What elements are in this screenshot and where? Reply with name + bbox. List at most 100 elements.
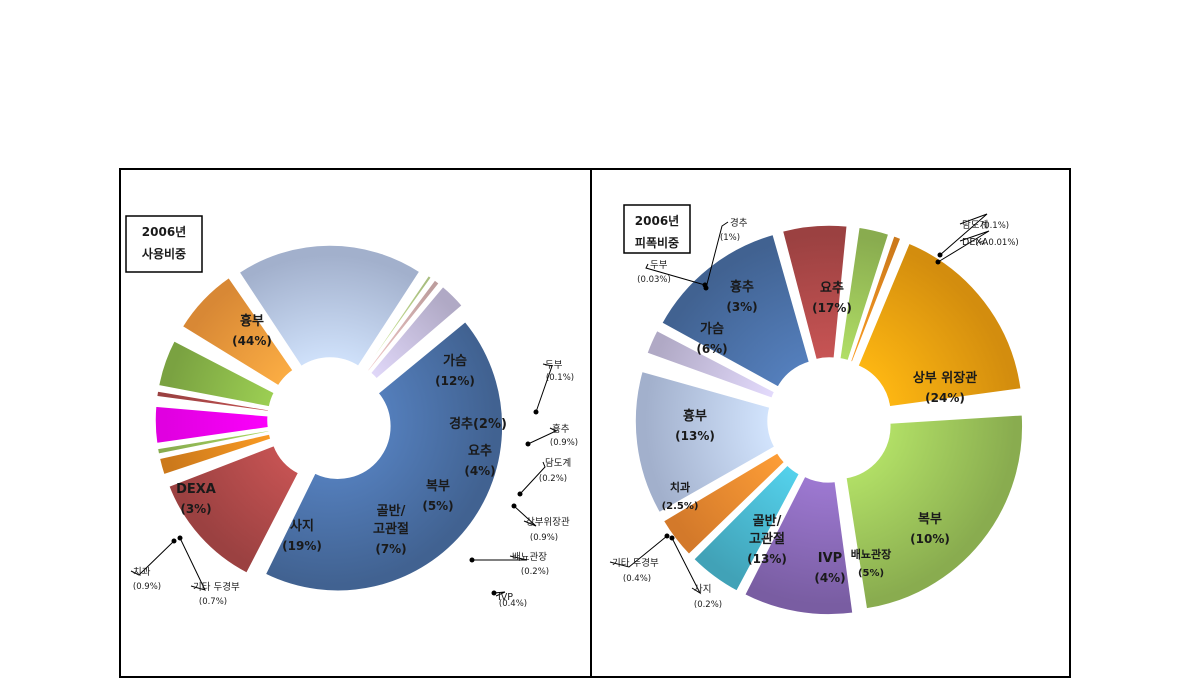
pie-slice	[844, 413, 1024, 610]
slice-label: 가슴 (6%)	[696, 322, 727, 356]
slice-percent: (13%)	[675, 429, 715, 443]
chart-title-line: 사용비중	[142, 246, 186, 261]
pie-slice	[660, 233, 811, 389]
slice-name: 요추	[468, 443, 492, 459]
slice-label: 사지 (0.2%)	[669, 535, 722, 610]
slice-name: 두부	[545, 360, 563, 371]
leader-dot	[171, 538, 177, 544]
slice-name: 상부 위장관	[913, 370, 977, 386]
slice-name: 경추	[730, 217, 748, 229]
slice-percent: (< 0.01%)	[975, 238, 1018, 248]
slice-percent: (0.2%)	[694, 600, 722, 610]
slice-name: 두부	[650, 260, 668, 271]
pie-slice	[157, 339, 276, 408]
slice-percent: (4%)	[464, 464, 495, 478]
leader-line	[705, 221, 729, 289]
slice-percent: (3%)	[180, 502, 211, 516]
pie-slice	[155, 390, 270, 413]
pie-slice	[781, 224, 849, 361]
leader-dot	[491, 590, 497, 596]
slice-name: 배뇨관장	[851, 547, 891, 561]
slice-percent: (2.5%)	[662, 501, 699, 512]
slice-percent: (24%)	[925, 391, 965, 405]
chart-title-line: 2006년	[635, 214, 679, 228]
leader-dot	[511, 503, 517, 509]
leader-dot	[937, 252, 943, 258]
slice-label: 기타 두경부 (0.4%)	[609, 533, 670, 584]
slice-percent: (0.1%)	[546, 373, 574, 383]
slice-label: 경추(2%)	[449, 416, 507, 432]
slice-percent: (0.2%)	[521, 567, 549, 577]
leader-dot	[664, 533, 670, 539]
pie-slice	[643, 356, 773, 402]
pie-slice	[692, 463, 801, 593]
slice-name: 복부	[426, 479, 450, 494]
slice-name: 골반/	[377, 503, 406, 519]
slice-label: 골반/고관절 (7%)	[373, 503, 409, 556]
slice-label: IVP (4%)	[814, 551, 845, 585]
leader-line	[527, 427, 558, 445]
slice-name: 담도계	[962, 219, 988, 231]
leader-line	[939, 213, 988, 256]
slice-percent: (0.9%)	[550, 438, 578, 448]
slice-percent: (6%)	[696, 342, 727, 356]
leader-line	[513, 505, 537, 527]
pie-slice	[177, 330, 278, 390]
slice-label: 골반/고관절 (13%)	[747, 513, 787, 566]
pie-slice	[156, 429, 271, 456]
slice-percent: (19%)	[282, 539, 322, 553]
slice-percent: (4%)	[814, 571, 845, 585]
slice-name: 경추(2%)	[449, 416, 507, 432]
slice-name: 흉부	[240, 313, 264, 329]
slice-name: 기타 두경부	[612, 557, 659, 569]
slice-name: 기타 두경부	[193, 581, 240, 593]
leader-line	[609, 535, 668, 568]
chart-title-line: 2006년	[142, 225, 186, 239]
slice-label: 상부위장관 (0.9%)	[511, 503, 570, 543]
slice-name: 치과	[133, 566, 151, 578]
slice-percent: (0.1%)	[981, 221, 1009, 231]
leader-dot	[935, 259, 941, 265]
pie-slice	[237, 244, 421, 368]
leader-line	[671, 537, 702, 595]
pie-slice	[369, 285, 464, 381]
slice-label: 치과 (0.9%)	[130, 538, 177, 592]
slice-label: 복부 (5%)	[422, 479, 453, 513]
slice-name: IVP	[818, 551, 842, 566]
slice-label: 배뇨관장 (5%)	[851, 547, 891, 579]
pie-slice	[264, 320, 504, 592]
slice-percent: (12%)	[435, 374, 475, 388]
slice-label: 가슴 (12%)	[435, 354, 475, 388]
slice-label: 두부 (0.1%)	[533, 360, 574, 415]
leader-line	[493, 591, 506, 597]
leader-dot	[517, 491, 523, 497]
slice-name: 배뇨관장	[512, 552, 547, 563]
slice-label: IVP(0.4%)	[491, 590, 527, 609]
pie-slice	[363, 274, 433, 371]
leader-dot	[177, 535, 183, 541]
slice-name: 요추	[820, 280, 844, 296]
slice-label: 담도계 (0.2%)	[517, 457, 571, 497]
slice-label: 요추 (4%)	[464, 443, 495, 478]
slice-label: 흉추 (3%)	[726, 279, 757, 314]
pie-slice	[154, 405, 270, 445]
slice-percent: (17%)	[812, 301, 852, 315]
pie-slice	[849, 234, 902, 364]
leader-dot	[469, 557, 475, 563]
slice-label: 치과 (2.5%)	[662, 480, 699, 512]
pie-slice	[155, 399, 270, 415]
leader-dot	[669, 535, 675, 541]
slice-name: 치과	[670, 480, 690, 494]
slice-name: 가슴	[700, 322, 724, 337]
slice-percent: (3%)	[726, 300, 757, 314]
pie-slice	[743, 475, 854, 616]
slice-name: 사지	[694, 584, 711, 595]
leader-line	[535, 363, 553, 413]
slice-label: DEXA(< 0.01%)	[935, 230, 1019, 265]
leader-line	[130, 540, 175, 576]
chart-title-line: 피폭비중	[635, 235, 679, 250]
